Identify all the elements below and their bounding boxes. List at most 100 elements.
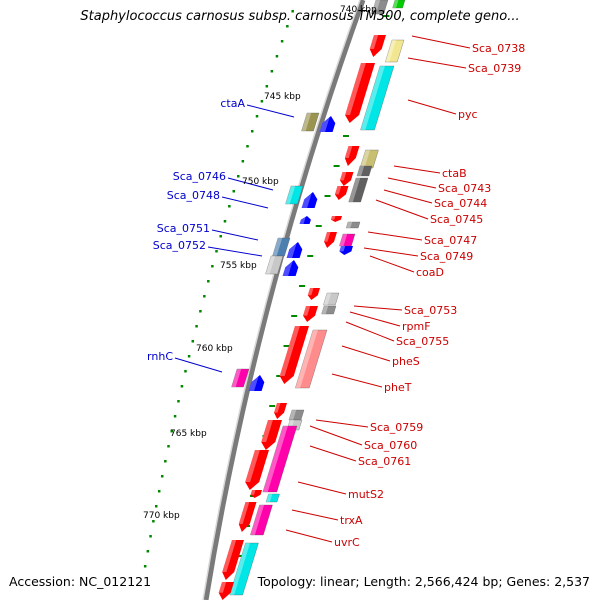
gene-label-reverse[interactable]: Sca_0738 xyxy=(472,42,525,55)
feature-reverse[interactable] xyxy=(236,502,257,532)
leader-line xyxy=(375,199,429,220)
scale-label: 740 kbp xyxy=(340,5,377,15)
feature-forward[interactable] xyxy=(265,255,284,275)
gene-label-reverse[interactable]: pyc xyxy=(458,108,478,121)
gene-label-forward[interactable]: Sca_0746 xyxy=(173,170,226,183)
scale-label: 760 kbp xyxy=(196,344,233,354)
feature-reverse[interactable] xyxy=(359,149,379,169)
gene-label-forward[interactable]: rnhC xyxy=(147,350,173,363)
feature-reverse[interactable] xyxy=(345,221,361,229)
gene-label-reverse[interactable]: Sca_0745 xyxy=(430,213,483,226)
feature-reverse[interactable] xyxy=(342,146,360,166)
leader-line xyxy=(211,229,259,241)
feature-reverse[interactable] xyxy=(322,232,337,248)
gene-label-reverse[interactable]: rpmF xyxy=(402,320,431,333)
gene-label-reverse[interactable]: pheS xyxy=(392,355,420,368)
feature-reverse[interactable] xyxy=(321,305,337,315)
leader-line xyxy=(227,177,274,191)
scale-label: 765 kbp xyxy=(170,429,207,439)
gene-label-reverse[interactable]: Sca_0761 xyxy=(358,455,411,468)
gene-label-reverse[interactable]: Sca_0753 xyxy=(404,304,457,317)
feature-forward[interactable] xyxy=(286,242,305,258)
gene-label-reverse[interactable]: mutS2 xyxy=(348,488,384,501)
feature-reverse[interactable] xyxy=(288,409,305,421)
feature-reverse[interactable] xyxy=(265,493,280,503)
tick-dot xyxy=(228,205,231,208)
gene-label-reverse[interactable]: uvrC xyxy=(334,536,360,549)
feature-forward[interactable] xyxy=(231,368,250,388)
feature-reverse[interactable] xyxy=(272,403,287,419)
leader-line xyxy=(309,445,357,462)
tick-dot xyxy=(255,115,259,118)
feature-forward[interactable] xyxy=(248,375,267,391)
feature-reverse[interactable] xyxy=(301,306,318,322)
gene-label-reverse[interactable]: Sca_0759 xyxy=(370,421,423,434)
feature-reverse[interactable] xyxy=(385,39,405,63)
gene-label-reverse[interactable]: Sca_0760 xyxy=(364,439,417,452)
feature-forward[interactable] xyxy=(272,237,291,257)
feature-reverse[interactable] xyxy=(371,0,389,15)
feature-forward[interactable] xyxy=(301,112,320,132)
gene-label-reverse[interactable]: Sca_0743 xyxy=(438,182,491,195)
feature-forward[interactable] xyxy=(285,185,304,205)
feature-reverse[interactable] xyxy=(306,288,320,300)
feature-forward[interactable] xyxy=(301,192,320,208)
feature-reverse[interactable] xyxy=(229,542,259,596)
leader-line xyxy=(387,177,437,189)
gene-label-reverse[interactable]: Sca_0747 xyxy=(424,234,477,247)
map-title: Staphylococcus carnosus subsp. carnosus … xyxy=(80,9,520,24)
gene-label-reverse[interactable]: pheT xyxy=(384,381,412,394)
gene-label-reverse[interactable]: Sca_0739 xyxy=(468,62,521,75)
feature-reverse[interactable] xyxy=(220,540,244,580)
leader-line xyxy=(291,509,339,521)
tick-dot xyxy=(232,190,236,193)
tick-dot xyxy=(146,550,150,553)
feature-reverse[interactable] xyxy=(323,292,340,306)
feature-reverse[interactable] xyxy=(343,63,375,123)
tick-dot xyxy=(170,430,174,433)
gene-label-forward[interactable]: ctaA xyxy=(220,97,245,110)
feature-reverse[interactable] xyxy=(339,233,356,247)
feature-reverse[interactable] xyxy=(367,35,386,57)
gene-label-reverse[interactable]: trxA xyxy=(340,514,363,527)
feature-forward[interactable] xyxy=(319,116,338,132)
gene-label-reverse[interactable]: Sca_0755 xyxy=(396,335,449,348)
gene-label-reverse[interactable]: Sca_0744 xyxy=(434,197,487,210)
leader-line xyxy=(393,165,441,174)
gene-label-reverse[interactable]: coaD xyxy=(416,266,444,279)
tick-dot xyxy=(191,340,195,343)
tick-dot xyxy=(149,535,152,538)
feature-reverse[interactable] xyxy=(295,329,328,389)
leader-line xyxy=(383,189,433,204)
leader-line xyxy=(363,247,419,257)
leader-line xyxy=(285,529,333,543)
tick-dot xyxy=(246,145,249,148)
feature-reverse[interactable] xyxy=(262,425,298,493)
feature-forward[interactable] xyxy=(299,216,312,224)
feature-reverse[interactable] xyxy=(338,172,354,186)
leader-line xyxy=(407,99,457,115)
feature-reverse[interactable] xyxy=(392,0,406,9)
feature-reverse[interactable] xyxy=(250,490,262,498)
feature-reverse[interactable] xyxy=(330,216,342,222)
feature-reverse[interactable] xyxy=(338,246,353,255)
genome-backbone xyxy=(203,0,366,600)
gene-label-forward[interactable]: Sca_0748 xyxy=(167,189,220,202)
feature-reverse[interactable] xyxy=(277,326,309,384)
feature-reverse[interactable] xyxy=(243,450,269,490)
feature-reverse[interactable] xyxy=(348,177,369,203)
tick-dot xyxy=(223,220,227,223)
gene-label-reverse[interactable]: ctaB xyxy=(442,167,467,180)
feature-reverse[interactable] xyxy=(259,420,282,450)
gene-label-reverse[interactable]: Sca_0749 xyxy=(420,250,473,263)
feature-reverse[interactable] xyxy=(250,504,273,536)
feature-reverse[interactable] xyxy=(216,582,234,600)
tick-dash xyxy=(276,375,283,377)
feature-reverse[interactable] xyxy=(360,65,395,131)
feature-reverse[interactable] xyxy=(356,165,373,177)
tick-dash xyxy=(333,165,340,167)
feature-reverse[interactable] xyxy=(333,186,349,200)
gene-label-forward[interactable]: Sca_0752 xyxy=(153,239,206,252)
feature-forward[interactable] xyxy=(282,260,301,276)
gene-label-forward[interactable]: Sca_0751 xyxy=(157,222,210,235)
